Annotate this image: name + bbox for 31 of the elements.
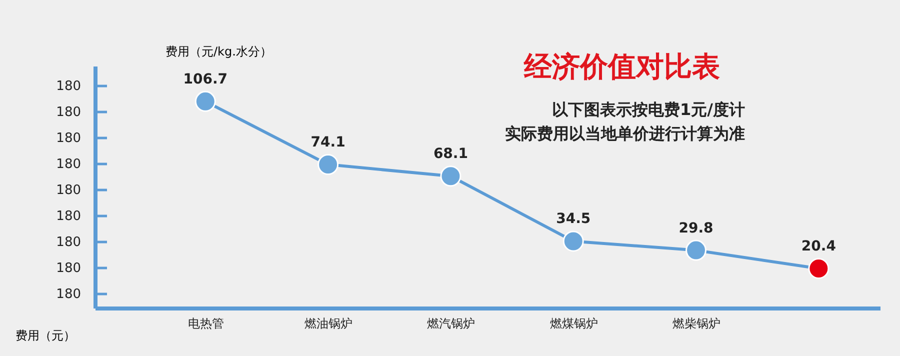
y-axis-title: 费用（元/kg.水分） [166, 44, 272, 58]
text: 180 [56, 157, 81, 172]
data-label: 20.4 [801, 238, 836, 255]
x-tick-label: 燃柴锅炉 [672, 316, 721, 330]
text: 以下图表示按电费1元/度计 [552, 100, 745, 119]
point [318, 154, 339, 176]
point [440, 166, 462, 187]
text: 180 [56, 79, 81, 94]
point [686, 240, 707, 261]
x-tick-label: 电热管 [188, 316, 224, 330]
text: 180 [56, 287, 81, 302]
point [562, 230, 584, 252]
data-label: 106.7 [183, 71, 228, 88]
x-tick-label: 燃汽锅炉 [427, 316, 476, 330]
chart-title: 经济价值对比表 [523, 50, 720, 83]
text: 180 [56, 105, 81, 120]
data-label: 74.1 [310, 134, 346, 151]
text: 180 [56, 261, 81, 276]
text: 180 [56, 131, 81, 146]
data-label: 29.8 [678, 220, 714, 236]
text: 180 [56, 183, 81, 198]
x-axis-title: 费用（元） [16, 328, 76, 342]
text: 180 [56, 209, 81, 224]
point [808, 258, 830, 279]
data-label: 68.1 [433, 146, 468, 162]
annotation: 实际费用以当地单价进行计算为准 [505, 124, 745, 143]
x-tick-label: 燃煤锅炉 [550, 316, 598, 330]
point [194, 90, 216, 112]
data-label: 34.5 [556, 211, 591, 228]
x-tick-label: 燃油锅炉 [304, 316, 353, 330]
text: 180 [56, 235, 81, 250]
